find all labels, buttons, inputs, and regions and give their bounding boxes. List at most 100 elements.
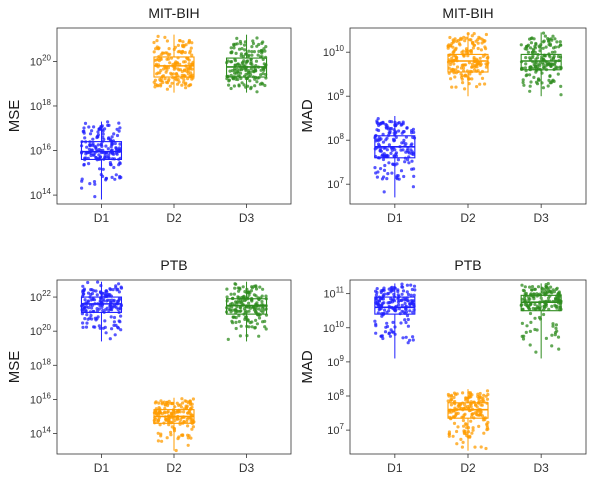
data-point bbox=[82, 131, 86, 135]
data-point bbox=[469, 419, 473, 423]
data-point bbox=[460, 445, 464, 449]
data-point bbox=[233, 308, 237, 312]
data-point bbox=[261, 72, 265, 76]
data-point bbox=[520, 283, 524, 287]
data-point bbox=[402, 310, 406, 314]
data-point bbox=[408, 309, 412, 313]
data-point bbox=[168, 61, 172, 65]
series-d2 bbox=[446, 389, 490, 451]
data-point bbox=[237, 47, 242, 51]
data-point bbox=[247, 290, 251, 294]
data-point bbox=[553, 45, 558, 49]
data-point bbox=[469, 38, 473, 42]
data-point bbox=[469, 404, 473, 409]
data-point bbox=[410, 150, 414, 154]
data-point bbox=[551, 57, 556, 61]
box-iqr bbox=[447, 402, 489, 419]
data-point bbox=[186, 443, 190, 447]
data-point bbox=[93, 195, 97, 199]
data-point bbox=[536, 78, 541, 82]
data-point bbox=[167, 47, 171, 51]
data-point bbox=[165, 400, 169, 404]
jitter-points bbox=[373, 282, 417, 345]
data-point bbox=[478, 391, 482, 396]
data-point bbox=[390, 330, 394, 334]
data-point bbox=[406, 341, 410, 345]
data-point bbox=[399, 123, 403, 127]
data-point bbox=[177, 68, 181, 72]
data-point bbox=[183, 399, 187, 403]
x-tick-label-d1: D1 bbox=[387, 461, 403, 475]
data-point bbox=[554, 323, 559, 327]
data-point bbox=[243, 48, 247, 52]
y-tick-label: 109 bbox=[327, 88, 344, 103]
data-point bbox=[470, 34, 474, 38]
data-point bbox=[181, 401, 185, 405]
data-point bbox=[233, 67, 237, 71]
data-point bbox=[484, 32, 488, 37]
data-point bbox=[449, 403, 453, 407]
data-point bbox=[553, 297, 558, 301]
data-point bbox=[404, 150, 408, 154]
series-d1 bbox=[80, 280, 124, 342]
y-tick-label: 1018 bbox=[30, 98, 52, 113]
data-point bbox=[464, 398, 468, 402]
data-point bbox=[98, 155, 103, 159]
data-point bbox=[449, 44, 453, 48]
data-point bbox=[555, 40, 559, 44]
data-point bbox=[544, 302, 548, 307]
data-point bbox=[231, 308, 235, 312]
data-point bbox=[87, 125, 91, 129]
data-point bbox=[254, 307, 258, 311]
data-point bbox=[413, 288, 417, 292]
data-point bbox=[175, 61, 180, 65]
data-point bbox=[117, 290, 121, 294]
data-point bbox=[239, 309, 243, 313]
data-point bbox=[254, 318, 258, 322]
data-point bbox=[249, 87, 253, 91]
data-point bbox=[382, 301, 386, 305]
data-point bbox=[521, 307, 525, 311]
data-point bbox=[528, 84, 532, 88]
data-point bbox=[187, 434, 191, 438]
data-point bbox=[156, 34, 160, 39]
data-point bbox=[109, 315, 113, 319]
data-point bbox=[185, 420, 189, 424]
data-point bbox=[481, 54, 485, 59]
data-point bbox=[239, 305, 243, 310]
data-point bbox=[387, 143, 391, 147]
data-point bbox=[472, 31, 476, 36]
data-point bbox=[405, 283, 409, 287]
data-point bbox=[524, 74, 528, 78]
data-point bbox=[380, 153, 385, 157]
data-point bbox=[81, 325, 85, 329]
data-point bbox=[390, 120, 394, 124]
data-point bbox=[91, 137, 95, 141]
data-point bbox=[447, 434, 451, 438]
data-point bbox=[550, 291, 554, 295]
data-point bbox=[383, 330, 388, 334]
data-point bbox=[556, 335, 561, 339]
data-point bbox=[261, 287, 265, 291]
data-point bbox=[259, 73, 263, 77]
data-point bbox=[409, 143, 413, 147]
data-point bbox=[532, 37, 536, 41]
data-point bbox=[455, 65, 460, 69]
data-point bbox=[165, 87, 169, 91]
data-point bbox=[264, 45, 268, 49]
data-point bbox=[172, 412, 176, 417]
y-tick-label: 1016 bbox=[30, 143, 52, 158]
data-point bbox=[538, 306, 542, 311]
data-point bbox=[395, 162, 399, 166]
data-point bbox=[187, 38, 191, 43]
data-point bbox=[480, 76, 485, 80]
data-point bbox=[162, 400, 166, 404]
data-point bbox=[101, 308, 105, 313]
data-point bbox=[387, 332, 391, 336]
data-point bbox=[259, 48, 264, 53]
data-point bbox=[176, 43, 180, 48]
data-point bbox=[119, 285, 123, 289]
data-point bbox=[405, 126, 409, 130]
data-point bbox=[99, 142, 103, 146]
data-point bbox=[519, 43, 523, 47]
